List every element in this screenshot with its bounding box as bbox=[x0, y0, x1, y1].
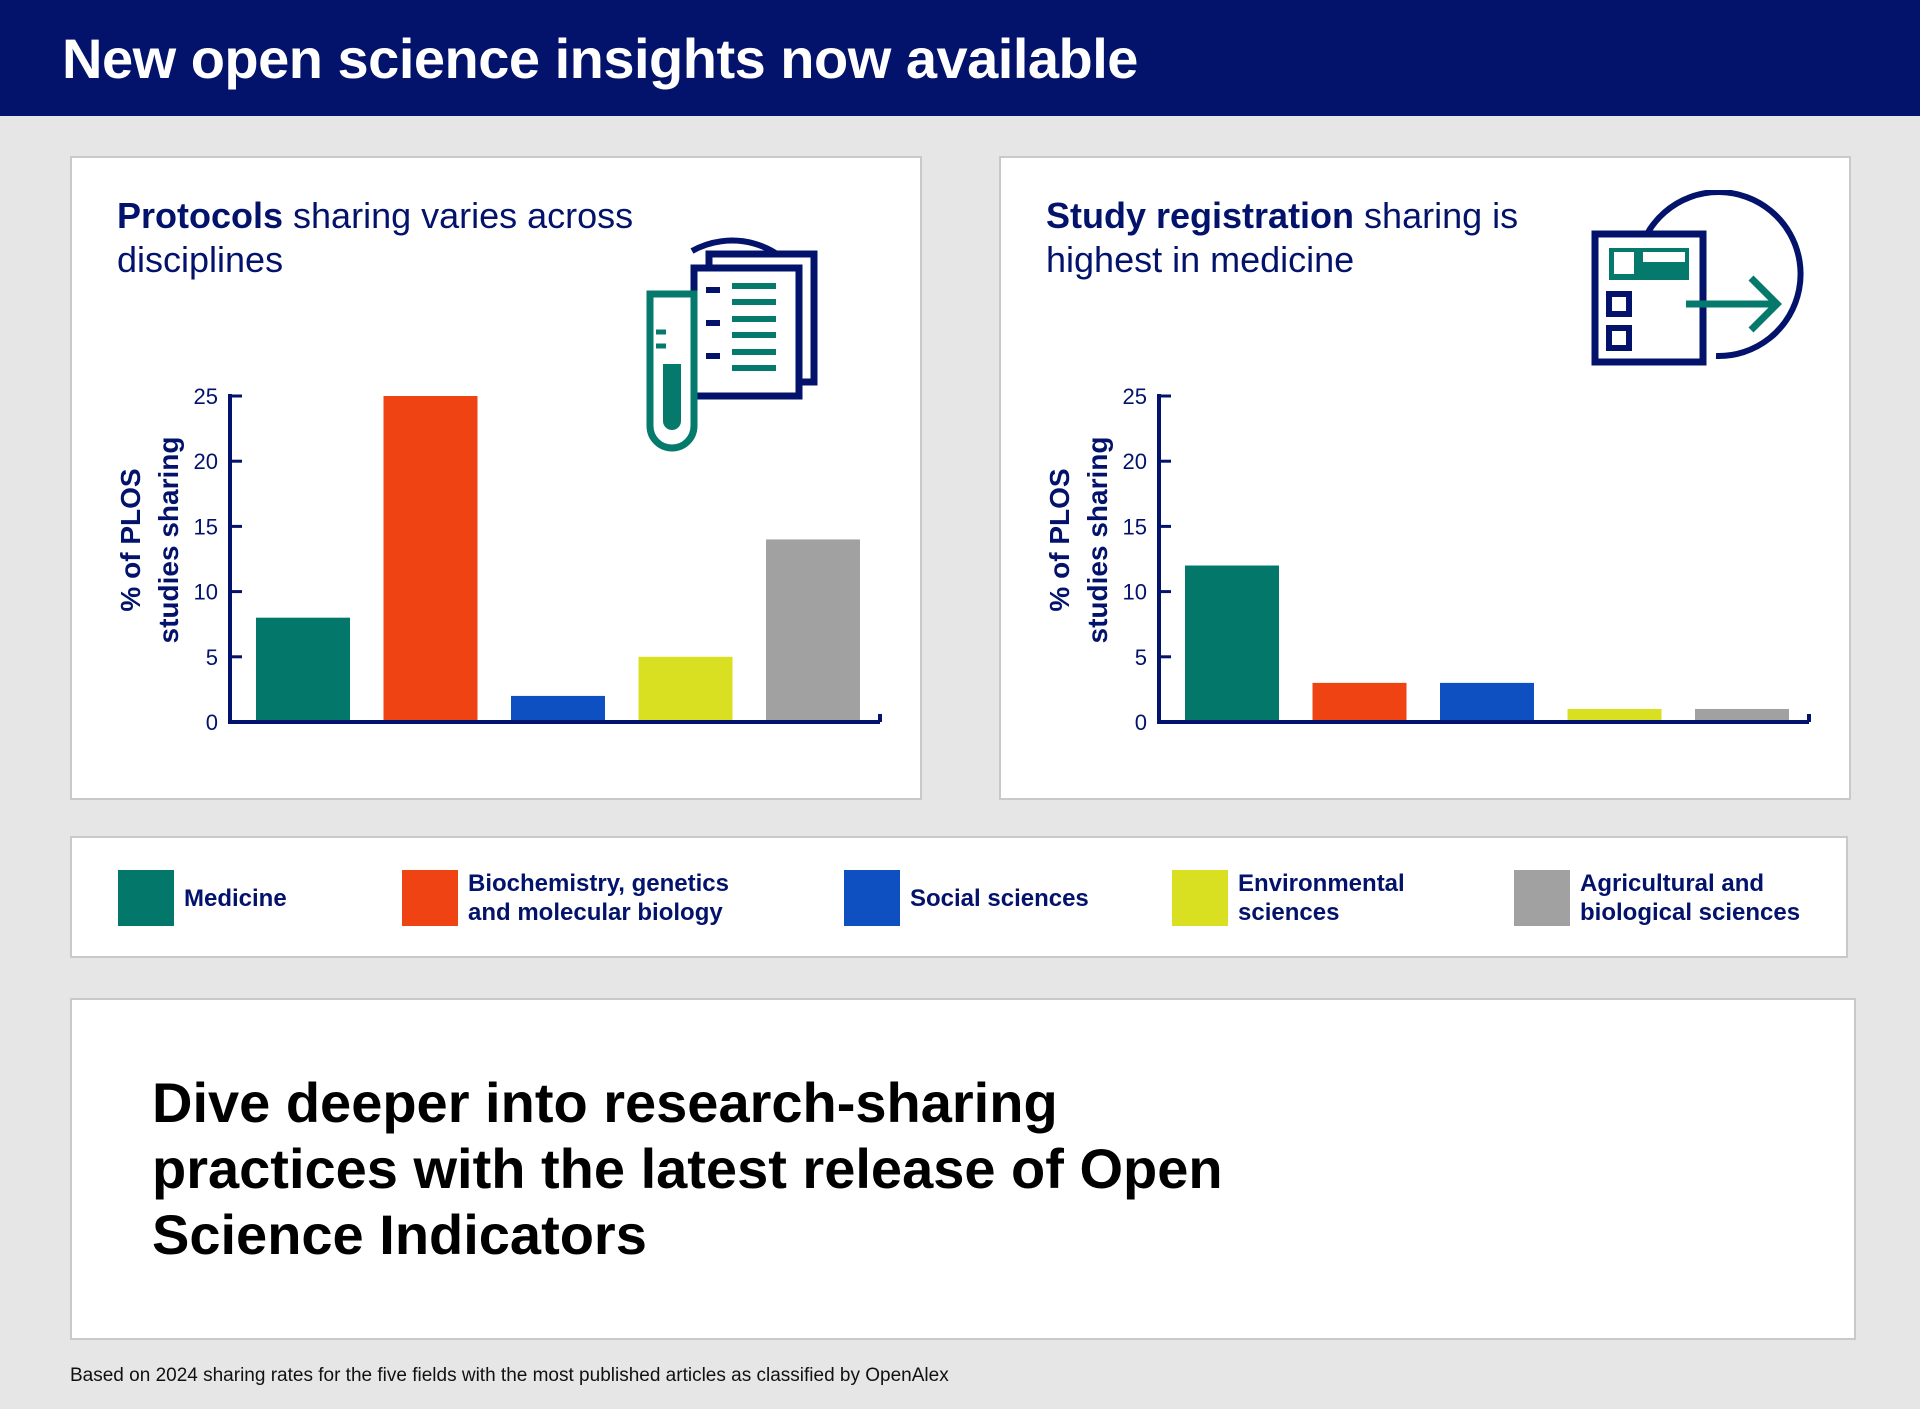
y-axis-label: % of PLOS studies sharing bbox=[115, 437, 184, 644]
bar-4 bbox=[1567, 708, 1662, 720]
bar-4 bbox=[638, 656, 733, 720]
y-tick-label: 10 bbox=[1123, 580, 1147, 605]
study-registration-chart-title: Study registration sharing is highest in… bbox=[1046, 195, 1519, 280]
legend-swatch bbox=[118, 870, 174, 926]
legend-swatch bbox=[1172, 870, 1228, 926]
call-to-action-text: Dive deeper into research-sharing practi… bbox=[152, 1071, 1223, 1266]
y-tick-label: 0 bbox=[1135, 710, 1147, 735]
y-tick-label: 0 bbox=[206, 710, 218, 735]
legend-label: Medicine bbox=[184, 884, 287, 912]
legend-label: Agricultural and biological sciences bbox=[1580, 870, 1801, 926]
legend-label: Environmental sciences bbox=[1238, 870, 1405, 926]
bar-5 bbox=[1695, 708, 1789, 720]
y-tick-label: 10 bbox=[194, 580, 218, 605]
bar-2 bbox=[1312, 682, 1407, 720]
legend-swatch bbox=[402, 870, 458, 926]
study-registration-chart-panel: Study registration sharing is highest in… bbox=[999, 156, 1851, 800]
legend-swatch bbox=[1514, 870, 1570, 926]
legend-swatch bbox=[844, 870, 900, 926]
study-registration-bar-chart: 0 5 10 15 20 25 % of PLOS studies sharing bbox=[1044, 384, 1811, 735]
page-title: New open science insights now available bbox=[62, 27, 1138, 90]
footnote: Based on 2024 sharing rates for the five… bbox=[70, 1365, 949, 1386]
y-tick-label: 20 bbox=[194, 449, 218, 474]
protocol-test-tube-icon bbox=[646, 237, 818, 452]
bar-3 bbox=[511, 695, 605, 720]
protocols-bar-chart: 0 5 10 15 20 25 % of PLOS studies sharing bbox=[115, 384, 882, 735]
y-axis-label: % of PLOS studies sharing bbox=[1044, 437, 1113, 644]
y-tick-label: 5 bbox=[206, 645, 218, 670]
bar-5 bbox=[766, 539, 860, 720]
header-banner: New open science insights now available bbox=[0, 0, 1920, 116]
registration-form-arrow-icon bbox=[1591, 190, 1804, 366]
y-tick-label: 15 bbox=[194, 514, 218, 539]
bar-1 bbox=[1185, 565, 1279, 720]
legend-label: Social sciences bbox=[910, 884, 1089, 912]
y-tick-label: 15 bbox=[1123, 514, 1147, 539]
bar-1 bbox=[256, 617, 350, 720]
protocols-chart-panel: Protocols sharing varies across discipli… bbox=[70, 156, 922, 800]
y-tick-label: 25 bbox=[194, 384, 218, 409]
protocols-chart-title: Protocols sharing varies across discipli… bbox=[117, 195, 634, 280]
y-tick-label: 5 bbox=[1135, 645, 1147, 670]
y-tick-label: 25 bbox=[1123, 384, 1147, 409]
call-to-action-box: Dive deeper into research-sharing practi… bbox=[70, 998, 1856, 1340]
legend-label: Biochemistry, genetics and molecular biol… bbox=[468, 870, 729, 926]
y-tick-label: 20 bbox=[1123, 449, 1147, 474]
bar-3 bbox=[1440, 682, 1534, 720]
bar-2 bbox=[383, 396, 478, 720]
legend: Medicine Biochemistry, genetics and molec… bbox=[70, 836, 1848, 958]
